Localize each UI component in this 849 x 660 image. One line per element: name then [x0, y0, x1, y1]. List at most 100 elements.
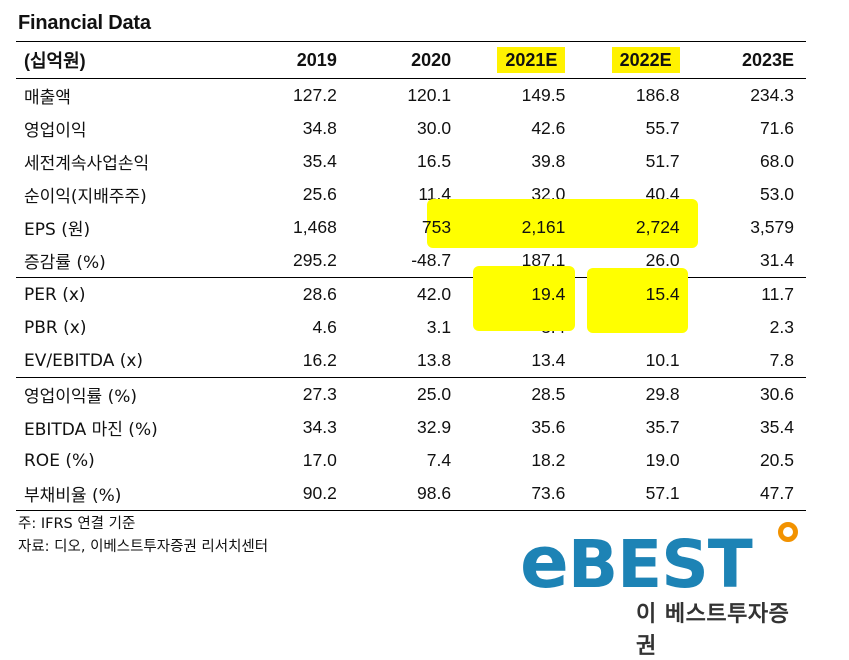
- table-cell: 31.4: [759, 250, 794, 270]
- table-cell: 90.2: [234, 477, 349, 511]
- table-cell: 4.6: [312, 317, 337, 337]
- row-label: PER (x): [16, 277, 235, 311]
- highlighted-cell: 2,724: [577, 211, 691, 244]
- table-row: EV/EBITDA (x) 16.2 13.8 13.4 10.1 7.8: [16, 344, 806, 378]
- year-header: 2023E: [691, 41, 806, 79]
- row-label: EV/EBITDA (x): [24, 350, 144, 371]
- year-label: 2021E: [497, 46, 566, 73]
- table-cell: 29.8: [577, 377, 692, 411]
- row-label: EPS (원): [24, 220, 91, 240]
- row-label: 부채비율 (%): [16, 477, 235, 511]
- table-cell: 32.9: [417, 417, 452, 437]
- table-cell: -48.7: [411, 250, 452, 270]
- table-cell: 34.3: [302, 417, 337, 437]
- table-row: 영업이익 34.8 30.0 42.6 55.7 71.6: [16, 112, 806, 145]
- table-cell: 26.0: [645, 250, 680, 270]
- cell-value: 2,161: [521, 217, 566, 237]
- table-cell: 120.1: [407, 85, 452, 105]
- logo-subtitle: 이 베스트투자증권: [636, 602, 790, 659]
- header-row: (십억원) 2019 2020 2021E 2022E 2023E: [16, 41, 806, 79]
- highlighter-mark: [426, 199, 698, 248]
- row-label: EBITDA 마진 (%): [24, 420, 158, 440]
- page-title: Financial Data: [18, 12, 151, 34]
- table-cell: 98.6: [348, 477, 464, 511]
- table-cell: 16.2: [302, 350, 337, 370]
- year-label: 2022E: [611, 46, 680, 73]
- table-row: EBITDA 마진 (%) 34.3 32.9 35.6 35.7 35.4: [16, 411, 806, 444]
- row-label: 세전계속사업손익: [24, 154, 150, 174]
- table-row: ROE (%) 17.0 7.4 18.2 19.0 20.5: [16, 444, 806, 477]
- table-cell: 53.0: [759, 184, 794, 204]
- table-cell: 35.4: [302, 151, 337, 171]
- row-label: 영업이익: [24, 121, 87, 141]
- table-cell: 25.6: [302, 184, 337, 204]
- table-cell: 19.0: [645, 450, 680, 470]
- table-cell: 3.1: [426, 317, 452, 337]
- table-cell: 7.8: [769, 350, 794, 370]
- financial-table-container: (십억원) 2019 2020 2021E 2022E 2023E 매출액 127…: [16, 41, 806, 511]
- highlighted-cell: 753: [349, 211, 463, 244]
- table-cell: 234.3: [750, 85, 794, 105]
- table-cell: 57.1: [577, 477, 692, 511]
- table-cell: 10.1: [645, 350, 680, 370]
- table-cell: 28.5: [463, 377, 578, 411]
- cell-value: 753: [421, 217, 452, 237]
- table-cell: 295.2: [293, 250, 337, 270]
- table-cell: 68.0: [759, 151, 794, 171]
- table-cell: 35.6: [531, 417, 566, 437]
- table-cell: 34.8: [302, 118, 337, 138]
- table-cell: 39.8: [531, 151, 566, 171]
- table-row: 매출액 127.2 120.1 149.5 186.8 234.3: [16, 79, 806, 113]
- year-header: 2020: [348, 41, 464, 79]
- year-header-highlighted: 2021E: [463, 41, 578, 79]
- table-row: EPS (원) 1,468 753 2,161 2,724 3,579: [16, 211, 806, 244]
- source-note: 자료: 디오, 이베스트투자증권 리서치센터: [18, 539, 269, 555]
- table-cell: 16.5: [417, 151, 452, 171]
- table-cell: 51.7: [645, 151, 680, 171]
- row-label: PBR (x): [24, 317, 87, 338]
- table-cell: 71.6: [759, 118, 794, 138]
- table-cell: 20.5: [759, 450, 794, 470]
- table-cell: 149.5: [521, 85, 566, 105]
- highlighter-mark: [587, 267, 688, 333]
- table-cell: 27.3: [234, 377, 349, 411]
- table-cell: 25.0: [348, 377, 464, 411]
- table-cell: 11.7: [691, 277, 806, 311]
- year-header: 2019: [234, 41, 349, 79]
- table-cell: 55.7: [645, 118, 680, 138]
- basis-note: 주: IFRS 연결 기준: [18, 516, 136, 532]
- table-cell: 1,468: [293, 217, 337, 237]
- table-cell: 28.6: [234, 277, 349, 311]
- year-header-highlighted: 2022E: [577, 41, 692, 79]
- table-row: 부채비율 (%) 90.2 98.6 73.6 57.1 47.7: [16, 477, 806, 511]
- table-cell: 187.1: [521, 250, 566, 270]
- row-label: ROE (%): [24, 450, 95, 471]
- table-cell: 2.3: [769, 317, 794, 337]
- table-cell: 18.2: [531, 450, 566, 470]
- table-cell: 3,579: [750, 217, 794, 237]
- table-cell: 35.7: [645, 417, 680, 437]
- cell-value: 2,724: [635, 217, 680, 237]
- cell-value: 19.4: [531, 284, 566, 304]
- row-label: 증감률 (%): [24, 253, 106, 273]
- table-cell: 42.6: [531, 118, 566, 138]
- ebest-logo: eBEST 이 베스트투자증권: [520, 520, 810, 659]
- table-cell: 13.4: [531, 350, 566, 370]
- table-cell: 30.0: [417, 118, 452, 138]
- table-cell: 127.2: [293, 85, 337, 105]
- table-cell: 30.6: [691, 377, 806, 411]
- logo-wordmark: eBEST: [520, 520, 753, 604]
- highlighter-mark: [473, 265, 576, 331]
- table-cell: 47.7: [691, 477, 806, 511]
- row-label: 영업이익률 (%): [16, 377, 235, 411]
- row-label: 매출액: [24, 88, 71, 108]
- footnotes: 주: IFRS 연결 기준 자료: 디오, 이베스트투자증권 리서치센터: [18, 513, 268, 559]
- table-row: 영업이익률 (%) 27.3 25.0 28.5 29.8 30.6: [16, 377, 806, 411]
- highlighted-cell: 2,161: [463, 211, 577, 244]
- table-cell: 35.4: [759, 417, 794, 437]
- logo-orange-circle: [778, 522, 798, 542]
- table-cell: 17.0: [302, 450, 337, 470]
- unit-header: (십억원): [16, 41, 235, 79]
- cell-value: 15.4: [645, 284, 680, 304]
- table-cell: 186.8: [635, 85, 680, 105]
